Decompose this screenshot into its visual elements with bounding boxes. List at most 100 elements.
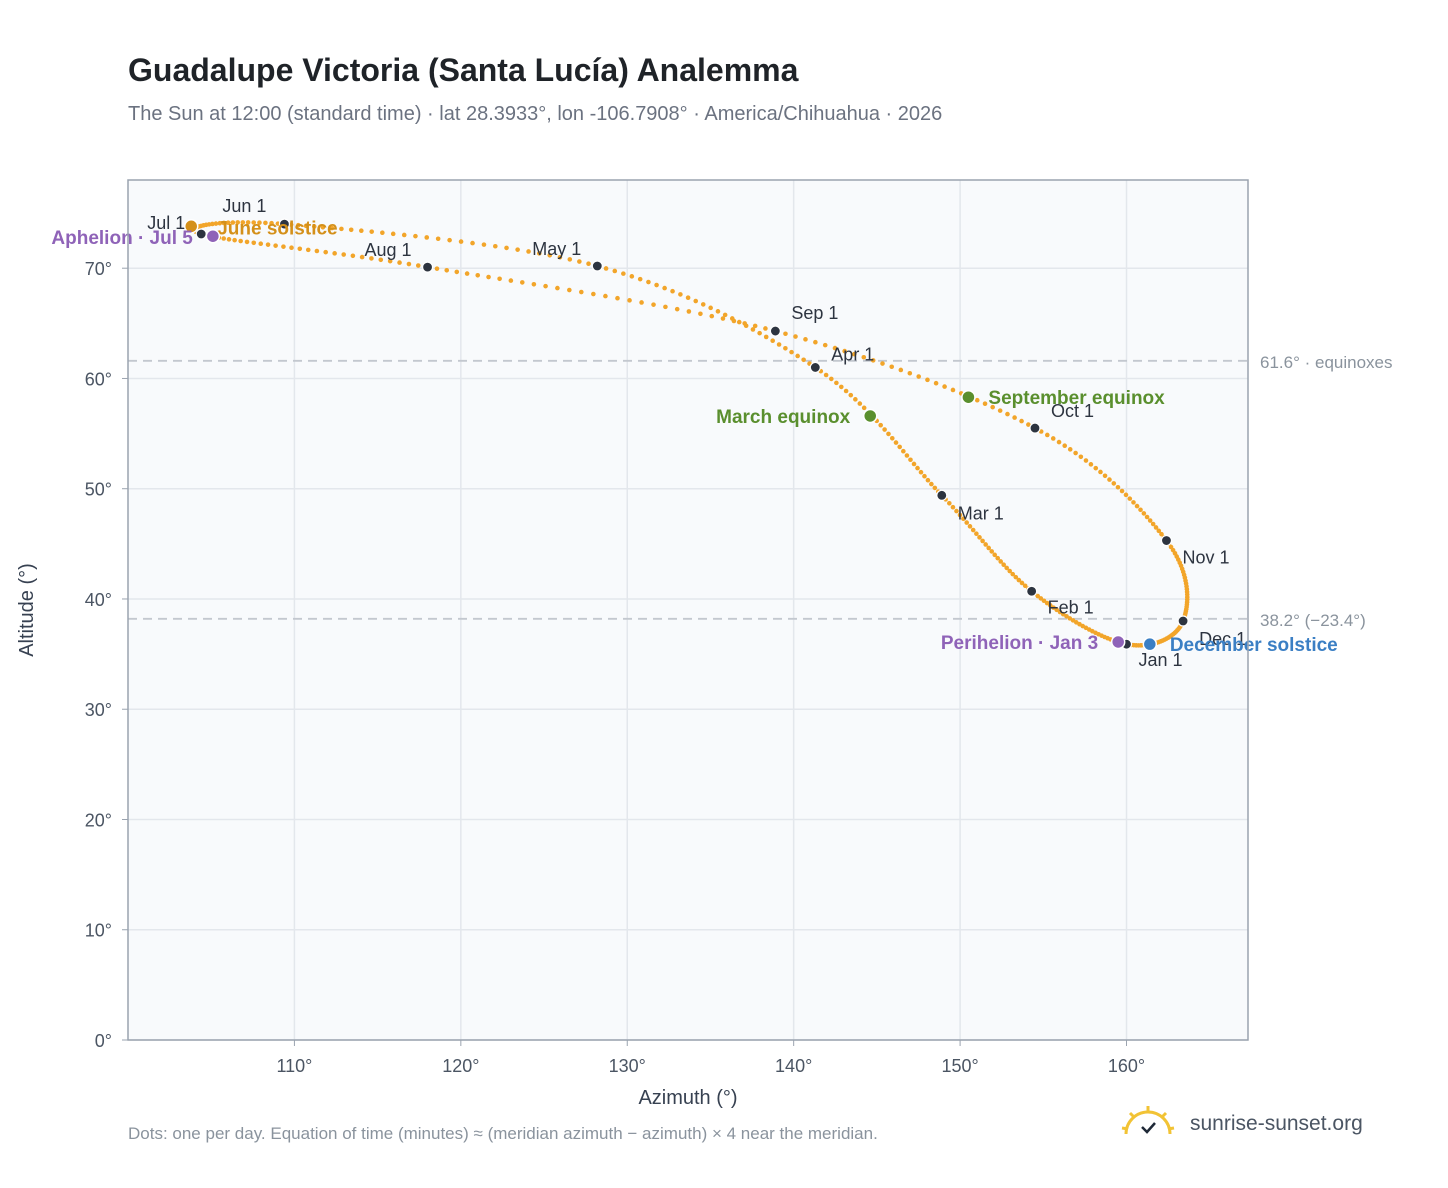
daily-sun-dot (1060, 611, 1066, 617)
daily-sun-dot (925, 477, 931, 483)
daily-sun-dot (269, 220, 274, 226)
daily-sun-dot (303, 223, 309, 229)
daily-sun-dot (1098, 469, 1103, 475)
daily-sun-dot (1144, 514, 1150, 520)
month-marker (591, 260, 603, 272)
daily-sun-dot (889, 435, 895, 441)
daily-sun-dot (603, 266, 609, 271)
special-marker (1110, 634, 1126, 650)
daily-sun-dot (813, 339, 818, 345)
daily-sun-dot (1123, 492, 1129, 498)
sun-logo-icon (1121, 1106, 1175, 1135)
daily-sun-dot (916, 374, 921, 379)
daily-sun-dot (397, 260, 402, 265)
daily-sun-dot (543, 283, 548, 289)
daily-sun-dot (1013, 574, 1019, 580)
daily-sun-dot (515, 247, 520, 252)
daily-sun-dot (458, 239, 464, 244)
daily-sun-dot (742, 321, 747, 326)
y-tick-label: 70° (85, 259, 112, 279)
daily-sun-dot (567, 257, 573, 262)
daily-sun-dot (629, 274, 635, 279)
daily-sun-dot (974, 531, 979, 537)
brand-logo[interactable]: sunrise-sunset.org (1120, 1102, 1400, 1146)
daily-sun-dot (281, 244, 286, 249)
daily-sun-dot (1064, 614, 1069, 619)
month-label: May 1 (532, 239, 581, 259)
special-label: September equinox (988, 388, 1165, 409)
daily-sun-dot (350, 253, 356, 259)
daily-sun-dot (504, 245, 509, 251)
daily-sun-dot (947, 500, 952, 506)
daily-sun-dot (722, 312, 728, 318)
x-tick-label: 120° (442, 1056, 479, 1076)
daily-sun-dot (320, 224, 326, 230)
special-marker (183, 219, 199, 234)
daily-sun-dot (289, 245, 294, 251)
daily-sun-dot (678, 292, 683, 297)
daily-sun-dot (950, 504, 956, 510)
daily-sun-dot (915, 465, 920, 471)
daily-sun-dot (230, 220, 236, 225)
daily-sun-dot (603, 293, 608, 299)
chart-title: Guadalupe Victoria (Santa Lucía) Analemm… (128, 52, 799, 88)
daily-sun-dot (586, 261, 591, 267)
daily-sun-dot (1056, 439, 1062, 445)
daily-sun-dot (803, 337, 808, 342)
daily-sun-dot (1044, 600, 1050, 606)
daily-sun-dot (898, 367, 904, 373)
daily-sun-dot (752, 323, 758, 329)
daily-sun-dot (1047, 603, 1053, 608)
plot-frame (127, 179, 1249, 1041)
daily-sun-dot (406, 261, 412, 267)
daily-sun-dot (880, 361, 885, 366)
daily-sun-dot (1051, 605, 1056, 610)
daily-sun-dot (967, 524, 973, 529)
reference-lines: 61.6° · equinoxes 38.2° (−23.4°) (128, 353, 1393, 630)
daily-sun-dot (481, 242, 487, 247)
daily-sun-dot (731, 318, 737, 324)
daily-sun-dot (870, 358, 876, 363)
daily-sun-dot (557, 255, 563, 260)
month-marker (769, 325, 781, 337)
daily-sun-dot (1005, 411, 1010, 417)
special-label: March equinox (716, 407, 851, 428)
daily-sun-dot (986, 545, 991, 551)
daily-sun-dot (413, 233, 418, 239)
month-label: Jun 1 (222, 196, 266, 216)
daily-sun-dot (997, 408, 1003, 413)
daily-sun-dot (770, 338, 775, 344)
special-label: December solstice (1170, 635, 1338, 656)
daily-sun-dot (526, 249, 531, 254)
daily-sun-dot (454, 269, 460, 275)
daily-sun-dot (848, 392, 854, 398)
daily-sun-dot (435, 236, 441, 242)
daily-sun-dot (263, 220, 268, 226)
daily-sun-dot (221, 220, 227, 226)
daily-sun-dot (332, 251, 337, 256)
daily-sun-dot (240, 220, 246, 225)
daily-sun-dot (1041, 598, 1047, 604)
daily-sun-dot (1153, 525, 1159, 530)
daily-sun-dot (839, 384, 844, 390)
daily-sun-dot (339, 226, 344, 232)
x-tick-label: 110° (276, 1056, 312, 1076)
daily-sun-dot (932, 485, 938, 491)
daily-sun-dot (886, 431, 891, 437)
y-tick-label: 0° (95, 1031, 112, 1051)
daily-sun-dot (908, 457, 913, 463)
daily-sun-dot (685, 295, 691, 300)
daily-sun-dot (348, 227, 354, 233)
daily-sun-dot (992, 552, 998, 558)
daily-sun-dot (646, 279, 651, 285)
daily-sun-dot (793, 334, 798, 339)
daily-sun-dot (1138, 507, 1143, 513)
daily-sun-dot (579, 289, 584, 295)
daily-sun-dot (464, 271, 470, 276)
daily-sun-dot (925, 377, 930, 383)
daily-sun-dot (221, 236, 227, 241)
daily-sun-dot (577, 259, 582, 264)
daily-sun-dot (1026, 422, 1031, 427)
daily-sun-dot (213, 221, 219, 226)
daily-sun-dot (508, 278, 514, 283)
